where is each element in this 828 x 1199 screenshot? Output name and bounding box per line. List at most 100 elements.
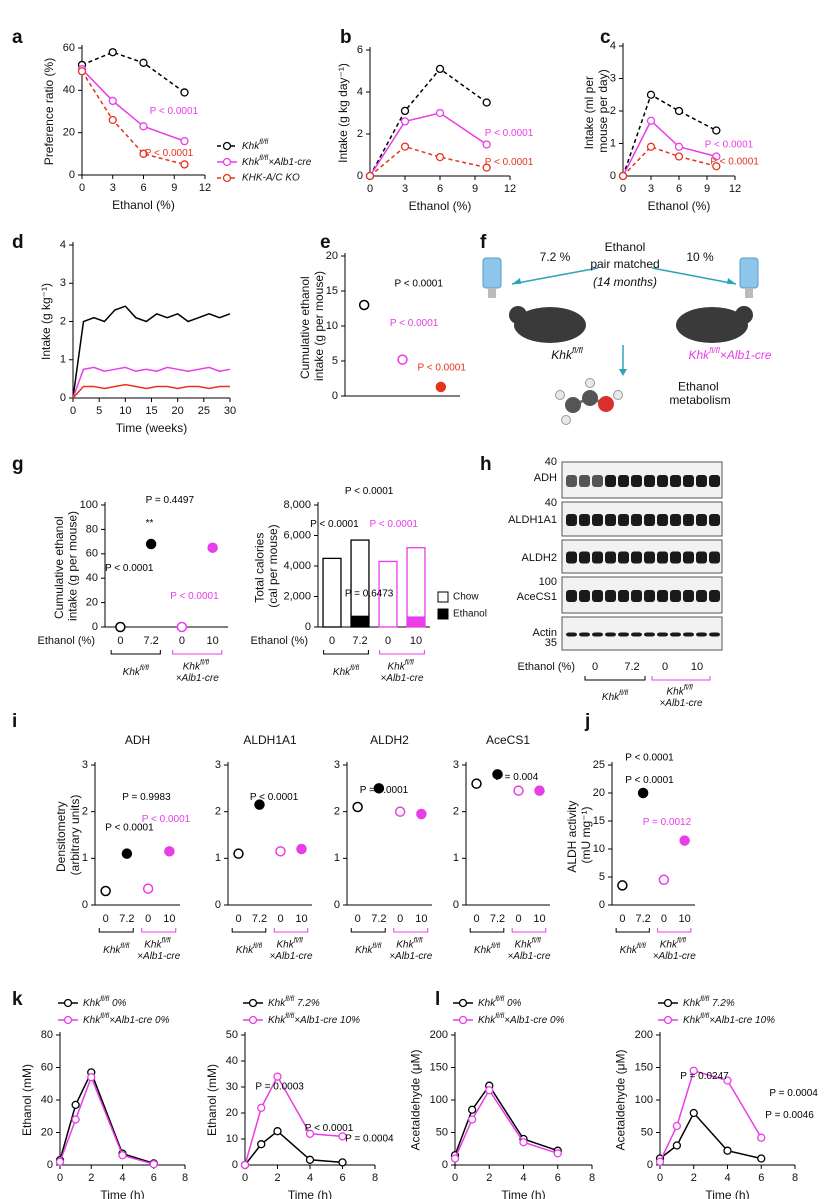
group-bracket — [172, 650, 223, 655]
bottle — [482, 257, 502, 289]
annotation: P = 0.004 — [495, 772, 538, 783]
data-point — [655, 1157, 665, 1166]
blot-band — [592, 475, 603, 487]
data-point — [637, 787, 649, 799]
panel-label: l — [435, 989, 440, 1010]
mouse-label: Khkfl/fl×Alb1-cre — [688, 345, 771, 362]
data-point — [674, 106, 684, 116]
atom — [565, 397, 581, 413]
size-marker: 40 — [545, 456, 557, 468]
x-tick-label: 6 — [437, 183, 443, 195]
blot-row-label: AceCS1 — [517, 591, 557, 603]
y-tick-label: 4 — [357, 86, 363, 98]
x-tick-label: 7.2 — [352, 635, 367, 647]
group-bracket — [511, 928, 547, 933]
text-span: fl/fl — [677, 938, 686, 945]
x-tick-label: 20 — [172, 405, 184, 417]
legend-swatch — [437, 608, 449, 620]
blot-band — [657, 514, 668, 526]
group-label: Khkfl/fl ×Alb1-cre — [137, 938, 181, 962]
data-point — [115, 621, 126, 633]
legend-marker — [248, 998, 258, 1008]
x-tick-label: 10 — [410, 635, 422, 647]
text-span: Khk — [183, 661, 201, 672]
text-span: fl/fl — [100, 996, 109, 1003]
x-tick-label: 30 — [224, 405, 236, 417]
data-point — [394, 806, 406, 817]
data-point — [674, 142, 684, 151]
series-line — [81, 51, 185, 94]
x-tick-label: 7.2 — [119, 913, 134, 925]
text-span: Khk — [602, 692, 620, 703]
legend-label: Khkfl/fl×Alb1-cre 10% — [268, 1013, 360, 1025]
chart-title: ALDH2 — [370, 733, 409, 747]
bar-segment — [350, 539, 370, 617]
data-point — [400, 106, 410, 116]
annotation: P = 0.0003 — [255, 1082, 304, 1093]
annotation: P < 0.0001 — [345, 486, 394, 497]
text-span: ×Alb1-cre — [268, 157, 312, 168]
text-span: Khk — [268, 1015, 286, 1026]
text-span: fl/fl — [140, 665, 149, 672]
text-span: Khk — [333, 667, 351, 678]
x-axis-label: Ethanol (%) — [648, 199, 711, 213]
x-tick-label: 6 — [151, 1172, 157, 1184]
y-tick-label: 20 — [326, 250, 338, 262]
blot-row-label: ALDH2 — [522, 552, 557, 564]
blot-band — [605, 475, 616, 487]
text-span: Intake (ml per — [582, 73, 596, 150]
data-point — [400, 142, 410, 151]
blot-band — [618, 590, 629, 602]
group-bracket — [110, 650, 161, 655]
x-tick-label: 0 — [277, 913, 283, 925]
data-point — [71, 1115, 80, 1124]
panel-label: a — [12, 27, 23, 48]
text-span: Khk — [103, 945, 121, 956]
blot-band — [696, 551, 707, 564]
text-span — [303, 939, 306, 950]
legend-marker — [458, 1015, 468, 1025]
data-point — [108, 96, 117, 106]
text-span: 0% — [504, 998, 521, 1009]
data-point — [482, 140, 491, 149]
text-span: Cumulative ethanol — [52, 513, 66, 619]
y-tick-label: 50 — [226, 1029, 238, 1041]
legend-marker — [222, 173, 232, 183]
data-point — [672, 1121, 682, 1131]
text-span: ×Alb1-cre — [659, 698, 703, 709]
text-span: fl/fl — [294, 938, 303, 945]
y-axis-label: Cumulative ethanol intake (g per mouse) — [52, 511, 80, 621]
legend-label: Khkfl/fl 0% — [478, 996, 522, 1008]
blot-band — [618, 551, 629, 564]
x-tick-label: 9 — [472, 183, 478, 195]
text-span: Khk — [388, 661, 406, 672]
y-tick-label: 4,000 — [283, 560, 311, 572]
x-tick-label: 3 — [402, 183, 408, 195]
y-tick-label: 60 — [86, 548, 98, 560]
y-tick-label: 50 — [436, 1126, 448, 1138]
y-tick-label: 2 — [82, 806, 88, 818]
data-point — [142, 883, 154, 894]
data-point — [139, 149, 148, 158]
data-point — [400, 117, 410, 126]
dose-label: 10 % — [686, 250, 714, 264]
x-tick-label: 4 — [119, 1172, 125, 1184]
data-point — [658, 874, 670, 886]
series-line — [72, 366, 231, 399]
annotation: ** — [146, 518, 154, 529]
group-label: Khkfl/fl ×Alb1-cre — [380, 660, 424, 684]
series-line — [81, 70, 185, 166]
blot-band — [631, 590, 642, 602]
blot-band — [683, 551, 694, 564]
text-span: Cumulative ethanol — [298, 273, 312, 379]
x-tick-label: 0 — [515, 913, 521, 925]
text-span: ALDH activity — [565, 797, 579, 872]
y-tick-label: 60 — [41, 1061, 53, 1073]
blot-band — [696, 590, 707, 602]
annotation: P < 0.0001 — [417, 363, 466, 374]
legend-swatch — [437, 591, 449, 603]
x-tick-label: 0 — [661, 913, 667, 925]
annotation: P < 0.0001 — [710, 156, 759, 167]
group-bracket — [231, 928, 267, 933]
y-tick-label: 2 — [610, 105, 616, 117]
